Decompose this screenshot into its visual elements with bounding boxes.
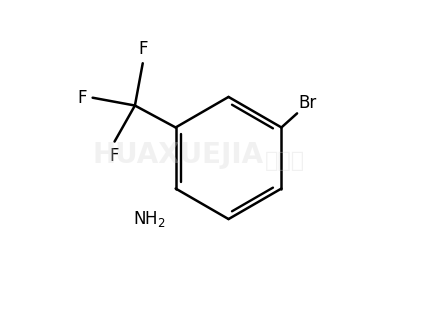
Text: F: F <box>110 147 119 165</box>
Text: F: F <box>138 40 147 58</box>
Text: Br: Br <box>299 94 317 112</box>
Text: F: F <box>77 89 87 107</box>
Text: NH$_2$: NH$_2$ <box>133 209 165 229</box>
Text: 化学加: 化学加 <box>265 151 305 171</box>
Text: HUAXUEJIA: HUAXUEJIA <box>93 141 264 169</box>
